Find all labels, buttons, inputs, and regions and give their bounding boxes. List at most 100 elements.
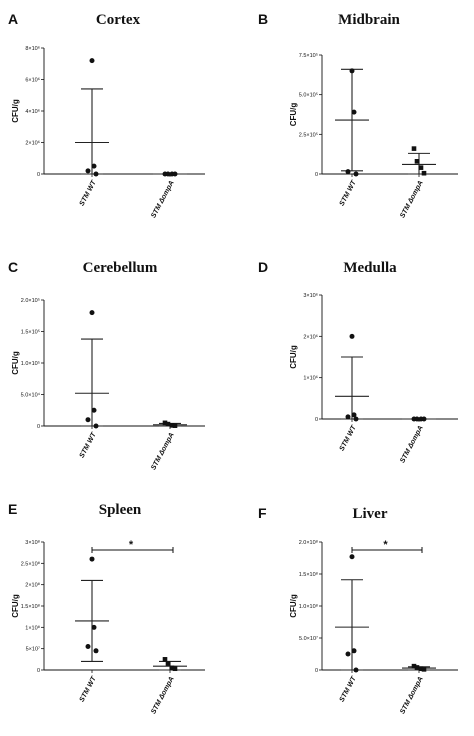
y-tick-label: 2.0×10⁸: [299, 539, 318, 546]
data-point: [85, 168, 91, 174]
y-tick-label: 0: [315, 417, 318, 423]
panel-letter: A: [8, 11, 18, 27]
data-point: [411, 146, 417, 151]
data-point: [353, 171, 359, 177]
y-axis-label: CFU/g: [11, 351, 20, 375]
panel-letter: F: [258, 505, 267, 521]
y-tick-label: 1×10⁶: [303, 375, 318, 382]
data-point: [351, 109, 357, 115]
category-label: STM WT: [79, 179, 98, 207]
data-point: [91, 624, 97, 630]
series-2: [153, 657, 187, 672]
category-label: STM ΔompA: [150, 676, 176, 716]
category-label: STM WT: [79, 431, 98, 459]
data-point: [165, 421, 171, 427]
panel-title: Cortex: [96, 12, 141, 28]
y-tick-label: 2×10⁶: [303, 333, 318, 340]
data-point: [169, 423, 175, 428]
series-2: [402, 146, 436, 176]
y-tick-label: 4×10⁶: [25, 108, 40, 115]
panel-title: Spleen: [99, 502, 142, 518]
data-point: [162, 657, 168, 662]
data-point: [353, 416, 359, 422]
data-point: [349, 333, 355, 339]
panel-title: Midbrain: [338, 12, 400, 28]
data-point: [93, 171, 99, 177]
panel-title: Liver: [353, 506, 388, 522]
category-label: STM ΔompA: [399, 425, 425, 465]
y-axis-label: CFU/g: [289, 594, 298, 618]
panel-f: F Liver CFU/g 0 5.0×10⁷ 1.0×10⁸ 1.5×10⁸ 2.0×10⁸…: [258, 505, 458, 715]
panel-b: B Midbrain CFU/g 0 2.5×10⁵ 5.0×10⁵ 7.5×10⁵ STM …: [258, 11, 458, 219]
y-tick-label: 2.5×10⁵: [299, 131, 318, 138]
data-point: [162, 420, 168, 426]
y-tick-label: 5.0×10⁵: [299, 92, 318, 99]
data-point: [89, 310, 95, 316]
data-point: [89, 58, 95, 64]
y-tick-label: 1.5×10⁸: [299, 571, 318, 578]
y-tick-label: 0: [37, 172, 40, 178]
y-tick-label: 5.0×10⁴: [21, 392, 41, 399]
y-tick-label: 7.5×10⁵: [299, 52, 318, 59]
category-label: STM WT: [339, 675, 358, 703]
category-label: STM ΔompA: [399, 676, 425, 716]
data-point: [414, 159, 420, 164]
y-tick-label: 0: [37, 424, 40, 430]
series-1: [75, 556, 109, 663]
data-point: [414, 416, 420, 422]
y-axis-label: CFU/g: [289, 345, 298, 369]
y-tick-label: 6×10⁶: [25, 77, 40, 84]
series-1: [75, 310, 109, 429]
data-point: [85, 417, 91, 423]
series-1: [335, 333, 369, 422]
data-point: [345, 414, 351, 420]
y-tick-label: 1.0×10⁵: [21, 360, 40, 367]
series-1: [75, 58, 109, 177]
y-tick-label: 5.0×10⁷: [299, 635, 318, 642]
data-point: [418, 666, 424, 672]
data-point: [421, 170, 427, 176]
category-label: STM WT: [339, 424, 358, 452]
y-tick-label: 0: [315, 668, 318, 674]
y-tick-label: 8×10⁶: [25, 45, 40, 52]
y-axis-label: CFU/g: [289, 103, 298, 127]
data-point: [353, 667, 359, 673]
data-point: [418, 165, 424, 170]
data-point: [414, 665, 420, 670]
series-1: [335, 68, 369, 177]
data-point: [172, 171, 178, 177]
category-label: STM WT: [79, 675, 98, 703]
panel-letter: B: [258, 11, 268, 27]
data-point: [345, 651, 351, 657]
data-point: [91, 163, 97, 169]
data-point: [411, 663, 417, 669]
y-tick-label: 3×10⁶: [303, 292, 318, 299]
panel-title: Cerebellum: [83, 260, 158, 276]
y-tick-label: 2.0×10⁵: [21, 297, 40, 304]
y-tick-label: 2×10⁶: [25, 140, 40, 147]
y-tick-label: 0: [315, 172, 318, 178]
panel-title: Medulla: [343, 260, 397, 276]
y-tick-label: 3×10⁸: [25, 539, 40, 546]
significance-marker: *: [129, 539, 134, 551]
data-point: [165, 661, 171, 666]
data-point: [349, 68, 355, 74]
y-tick-label: 1×10⁸: [25, 624, 40, 631]
series-1: [335, 554, 369, 673]
series-2: [153, 171, 187, 177]
data-point: [351, 412, 357, 418]
category-label: STM ΔompA: [399, 180, 425, 220]
panel-a: A Cortex CFU/g 0 2×10⁶ 4×10⁶ 6×10⁶ 8×10⁶ STM WT S…: [8, 11, 205, 219]
panel-letter: E: [8, 501, 17, 517]
panel-e: E Spleen CFU/g 0 5×10⁷ 1×10⁸ 1.5×10⁸ 2×10⁸ 2.5×1…: [8, 501, 205, 715]
y-axis-label: CFU/g: [11, 594, 20, 618]
data-point: [85, 644, 91, 650]
y-tick-label: 1.5×10⁸: [21, 603, 40, 610]
data-point: [165, 171, 171, 177]
panel-d: D Medulla CFU/g 0 1×10⁶ 2×10⁶ 3×10⁶ STM WT STM Δ…: [258, 259, 458, 464]
data-point: [93, 648, 99, 654]
category-label: STM ΔompA: [150, 180, 176, 220]
data-point: [172, 666, 178, 672]
y-tick-label: 1.5×10⁵: [21, 329, 40, 336]
category-label: STM ΔompA: [150, 432, 176, 472]
